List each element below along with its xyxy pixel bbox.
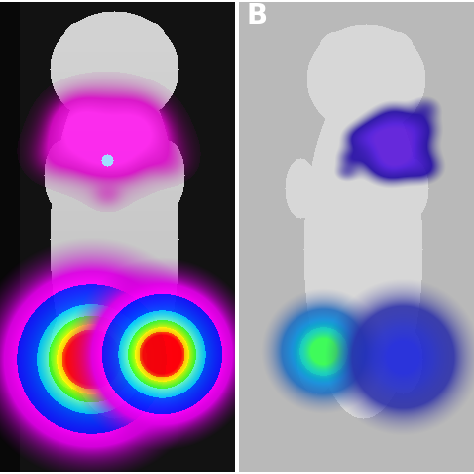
Text: B: B [246,2,267,30]
